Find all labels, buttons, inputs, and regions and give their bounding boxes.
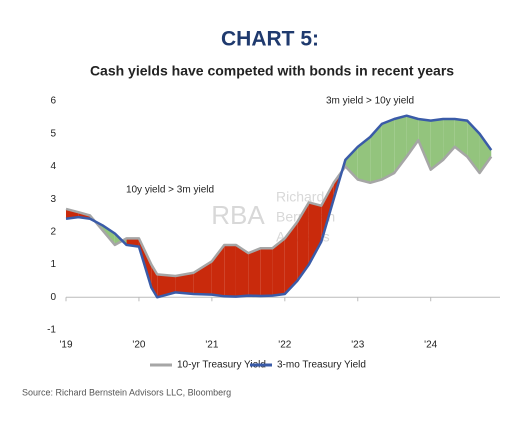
spread-fill bbox=[284, 222, 298, 295]
spread-fill bbox=[193, 261, 212, 295]
spread-fill bbox=[370, 123, 382, 183]
y-tick-label: -1 bbox=[47, 325, 56, 336]
spread-fill bbox=[235, 244, 249, 297]
series-line bbox=[65, 139, 493, 278]
y-tick-label: 0 bbox=[50, 292, 56, 303]
series-line bbox=[65, 114, 493, 299]
spread-fill bbox=[272, 238, 285, 296]
spread-fill bbox=[224, 244, 236, 297]
y-tick-label: 6 bbox=[50, 96, 56, 107]
spread-fill bbox=[175, 272, 194, 295]
annotation: 10y yield > 3m yield bbox=[126, 185, 214, 196]
annotation: 3m yield > 10y yield bbox=[326, 96, 414, 107]
x-tick-label: '20 bbox=[132, 340, 145, 351]
y-tick-label: 3 bbox=[50, 194, 56, 205]
spread-fill bbox=[357, 136, 371, 183]
spread-fill bbox=[418, 118, 431, 170]
spread-fill bbox=[248, 248, 261, 296]
source-note: Source: Richard Bernstein Advisors LLC, … bbox=[22, 387, 231, 397]
spread-fill bbox=[430, 118, 444, 170]
spread-fill bbox=[454, 118, 468, 157]
chart-subtitle: Cash yields have competed with bonds in … bbox=[90, 63, 454, 79]
legend-label: 3-mo Treasury Yield bbox=[277, 360, 366, 371]
y-tick-label: 4 bbox=[50, 161, 56, 172]
x-tick-label: '22 bbox=[278, 340, 291, 351]
watermark-logo: RBA bbox=[211, 200, 265, 230]
legend-label: 10-yr Treasury Yield bbox=[177, 360, 266, 371]
y-tick-label: 1 bbox=[50, 259, 56, 270]
spread-fill bbox=[157, 274, 176, 298]
spread-fill bbox=[479, 133, 492, 173]
spread-fill bbox=[297, 202, 309, 281]
chart-title: CHART 5: bbox=[221, 28, 319, 51]
spread-fill bbox=[345, 146, 358, 180]
x-tick-label: '19 bbox=[59, 340, 72, 351]
watermark-text: Richard bbox=[276, 189, 324, 205]
spread-fill bbox=[381, 118, 395, 180]
x-tick-label: '24 bbox=[424, 340, 437, 351]
spread-fill bbox=[308, 202, 322, 265]
spread-fill bbox=[406, 115, 419, 157]
x-tick-label: '21 bbox=[205, 340, 218, 351]
y-tick-label: 2 bbox=[50, 226, 56, 237]
x-tick-label: '23 bbox=[351, 340, 364, 351]
spread-fill bbox=[260, 248, 273, 296]
y-tick-label: 5 bbox=[50, 128, 56, 139]
